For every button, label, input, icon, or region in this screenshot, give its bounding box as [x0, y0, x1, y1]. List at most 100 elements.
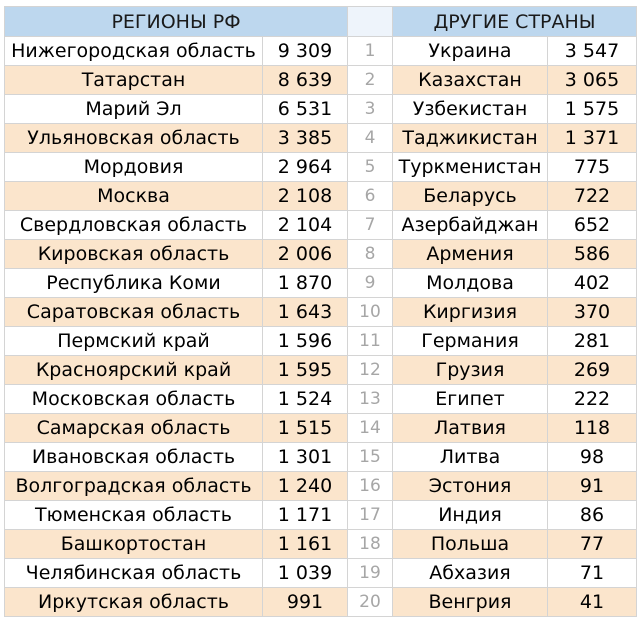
table-row: Пермский край 1 596 11 Германия 281: [4, 326, 638, 356]
country-value: 41: [546, 587, 638, 617]
region-name: Башкортостан: [4, 529, 263, 559]
region-name: Татарстан: [4, 65, 263, 95]
country-name: Украина: [392, 36, 548, 66]
region-name: Ивановская область: [4, 442, 263, 472]
rank-number: 4: [347, 123, 393, 153]
region-name: Красноярский край: [4, 355, 263, 385]
table-row: Кировская область 2 006 8 Армения 586: [4, 239, 638, 269]
country-value: 91: [546, 471, 638, 501]
country-value: 77: [546, 529, 638, 559]
country-name: Киргизия: [392, 297, 548, 327]
rank-number: 10: [347, 297, 393, 327]
table-row: Челябинская область 1 039 19 Абхазия 71: [4, 558, 638, 588]
region-value: 1 301: [262, 442, 348, 472]
country-value: 118: [546, 413, 638, 443]
country-value: 281: [546, 326, 638, 356]
country-value: 402: [546, 268, 638, 298]
country-value: 86: [546, 500, 638, 530]
country-name: Казахстан: [392, 65, 548, 95]
country-name: Узбекистан: [392, 94, 548, 124]
region-value: 2 108: [262, 181, 348, 211]
region-value: 1 171: [262, 500, 348, 530]
table-row: Татарстан 8 639 2 Казахстан 3 065: [4, 65, 638, 95]
region-name: Кировская область: [4, 239, 263, 269]
rank-number: 7: [347, 210, 393, 240]
region-name: Самарская область: [4, 413, 263, 443]
country-value: 370: [546, 297, 638, 327]
rank-number: 2: [347, 65, 393, 95]
table-row: Ульяновская область 3 385 4 Таджикистан 1 37…: [4, 123, 638, 153]
region-value: 1 240: [262, 471, 348, 501]
region-name: Мордовия: [4, 152, 263, 182]
ranking-table: РЕГИОНЫ РФ ДРУГИЕ СТРАНЫ Нижегородская о…: [4, 6, 638, 617]
rank-number: 3: [347, 94, 393, 124]
country-value: 1 575: [546, 94, 638, 124]
country-value: 652: [546, 210, 638, 240]
table-row: Волгоградская область 1 240 16 Эстония 91: [4, 471, 638, 501]
country-name: Египет: [392, 384, 548, 414]
table-row: Ивановская область 1 301 15 Литва 98: [4, 442, 638, 472]
region-value: 1 595: [262, 355, 348, 385]
region-value: 1 039: [262, 558, 348, 588]
region-name: Московская область: [4, 384, 263, 414]
region-value: 2 104: [262, 210, 348, 240]
table-row: Московская область 1 524 13 Египет 222: [4, 384, 638, 414]
region-value: 6 531: [262, 94, 348, 124]
region-name: Челябинская область: [4, 558, 263, 588]
country-name: Литва: [392, 442, 548, 472]
region-name: Республика Коми: [4, 268, 263, 298]
table-row: Свердловская область 2 104 7 Азербайджан 652: [4, 210, 638, 240]
rank-number: 8: [347, 239, 393, 269]
table-row: Самарская область 1 515 14 Латвия 118: [4, 413, 638, 443]
country-value: 269: [546, 355, 638, 385]
rank-number: 1: [347, 36, 393, 66]
region-value: 1 524: [262, 384, 348, 414]
region-value: 1 643: [262, 297, 348, 327]
region-name: Волгоградская область: [4, 471, 263, 501]
country-name: Армения: [392, 239, 548, 269]
country-name: Германия: [392, 326, 548, 356]
region-name: Тюменская область: [4, 500, 263, 530]
table-row: Красноярский край 1 595 12 Грузия 269: [4, 355, 638, 385]
header-row: РЕГИОНЫ РФ ДРУГИЕ СТРАНЫ: [4, 6, 638, 37]
country-value: 71: [546, 558, 638, 588]
region-name: Ульяновская область: [4, 123, 263, 153]
region-value: 8 639: [262, 65, 348, 95]
rank-number: 9: [347, 268, 393, 298]
country-name: Абхазия: [392, 558, 548, 588]
region-name: Москва: [4, 181, 263, 211]
country-name: Грузия: [392, 355, 548, 385]
country-name: Эстония: [392, 471, 548, 501]
country-name: Азербайджан: [392, 210, 548, 240]
table-row: Марий Эл 6 531 3 Узбекистан 1 575: [4, 94, 638, 124]
country-name: Таджикистан: [392, 123, 548, 153]
countries-header: ДРУГИЕ СТРАНЫ: [391, 6, 638, 37]
region-value: 9 309: [262, 36, 348, 66]
rank-number: 13: [347, 384, 393, 414]
country-value: 775: [546, 152, 638, 182]
rank-number: 20: [347, 587, 393, 617]
country-name: Латвия: [392, 413, 548, 443]
country-name: Беларусь: [392, 181, 548, 211]
country-value: 222: [546, 384, 638, 414]
country-value: 1 371: [546, 123, 638, 153]
rank-number: 11: [347, 326, 393, 356]
region-value: 1 596: [262, 326, 348, 356]
region-value: 2 006: [262, 239, 348, 269]
table-row: Нижегородская область 9 309 1 Украина 3 547: [4, 36, 638, 66]
table-row: Тюменская область 1 171 17 Индия 86: [4, 500, 638, 530]
rank-number: 18: [347, 529, 393, 559]
table-row: Москва 2 108 6 Беларусь 722: [4, 181, 638, 211]
country-name: Польша: [392, 529, 548, 559]
country-value: 3 065: [546, 65, 638, 95]
table-row: Республика Коми 1 870 9 Молдова 402: [4, 268, 638, 298]
rank-number: 15: [347, 442, 393, 472]
region-value: 1 870: [262, 268, 348, 298]
table-body: Нижегородская область 9 309 1 Украина 3 547 Т…: [4, 36, 638, 617]
region-name: Саратовская область: [4, 297, 263, 327]
country-name: Молдова: [392, 268, 548, 298]
table-row: Мордовия 2 964 5 Туркменистан 775: [4, 152, 638, 182]
region-value: 2 964: [262, 152, 348, 182]
country-value: 98: [546, 442, 638, 472]
